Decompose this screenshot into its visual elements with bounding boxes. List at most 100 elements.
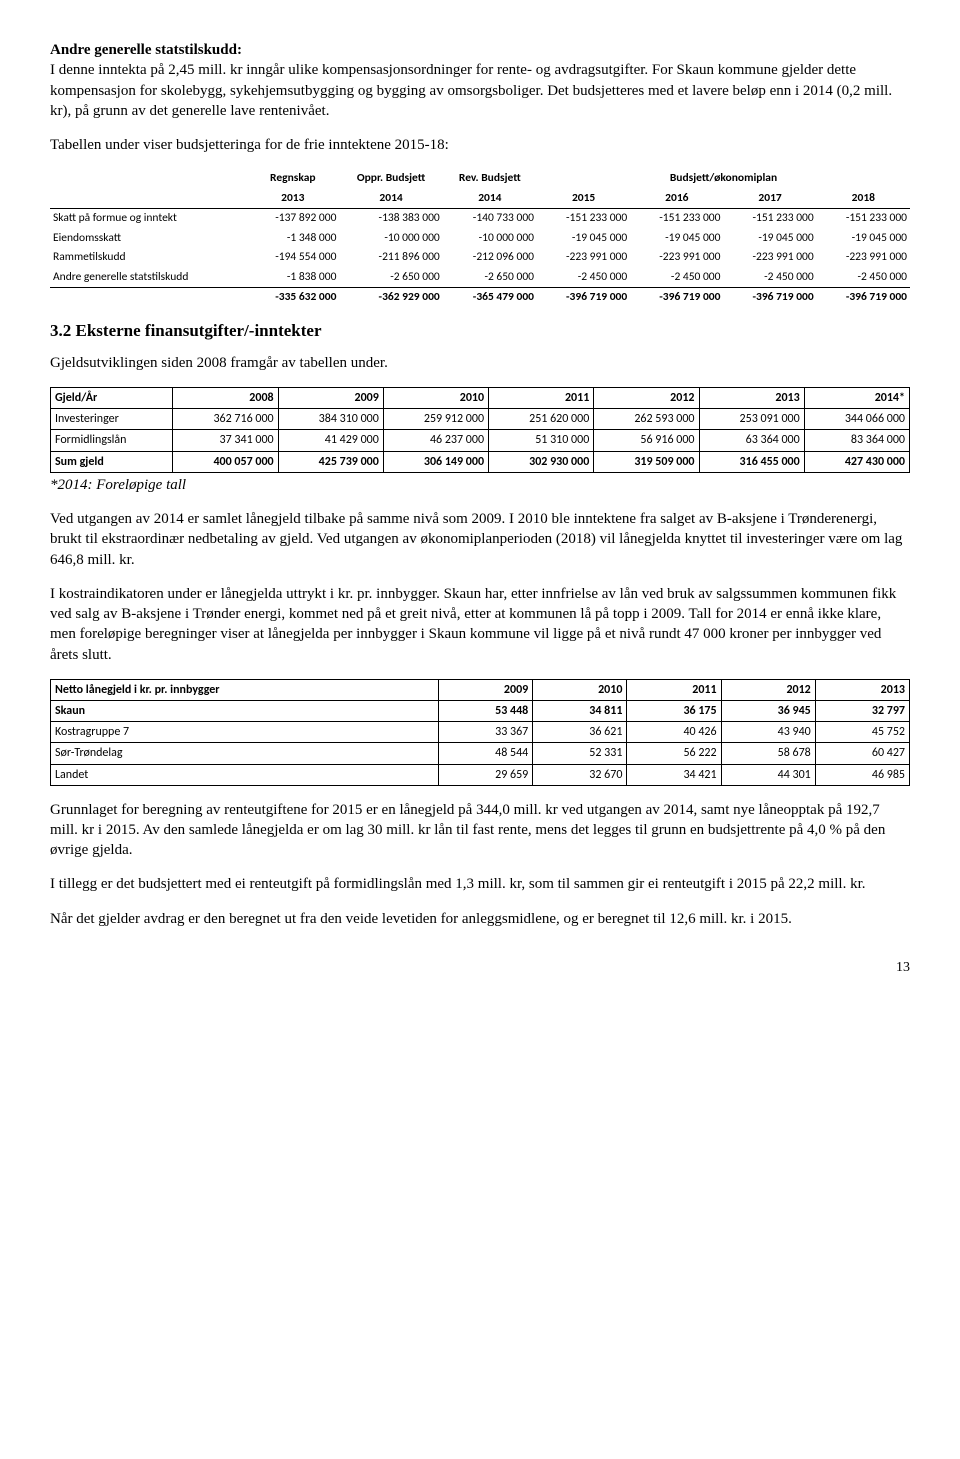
netto-cell: 44 301 <box>721 764 815 785</box>
gjeld-header: 2010 <box>383 388 488 409</box>
gjeld-cell: 83 364 000 <box>804 430 909 451</box>
para-kostra: I kostraindikatoren under er lånegjelda … <box>50 584 910 665</box>
budget-h1-c3: Rev. Budsjett <box>443 169 537 189</box>
gjeld-header: 2009 <box>278 388 383 409</box>
gjeld-cell: 63 364 000 <box>699 430 804 451</box>
netto-cell: 36 945 <box>721 700 815 721</box>
intro-title: Andre generelle statstilskudd: <box>50 42 242 58</box>
section-32-title: 3.2 Eksterne finansutgifter/-inntekter <box>50 320 910 343</box>
netto-header: 2009 <box>439 679 533 700</box>
netto-cell: 48 544 <box>439 743 533 764</box>
gjeld-cell: 37 341 000 <box>173 430 278 451</box>
budget-row-label: Andre generelle statstilskudd <box>50 268 246 288</box>
gjeld-header: 2011 <box>489 388 594 409</box>
gjeld-cell: 262 593 000 <box>594 409 699 430</box>
gjeld-cell: 41 429 000 <box>278 430 383 451</box>
budget-cell: -2 450 000 <box>723 268 816 288</box>
budget-total-cell: -396 719 000 <box>630 288 723 308</box>
netto-row-label: Landet <box>51 764 439 785</box>
gjeld-header: 2012 <box>594 388 699 409</box>
budget-h1-c1: Regnskap <box>246 169 339 189</box>
budget-cell: -223 991 000 <box>723 248 816 268</box>
budget-cell: -19 045 000 <box>537 229 630 249</box>
para-tillegg: I tillegg er det budsjettert med ei rent… <box>50 874 910 894</box>
netto-row-label: Sør-Trøndelag <box>51 743 439 764</box>
gjeld-cell: 46 237 000 <box>383 430 488 451</box>
budget-cell: -138 383 000 <box>339 209 442 229</box>
budget-cell: -194 554 000 <box>246 248 339 268</box>
gjeld-cell: 51 310 000 <box>489 430 594 451</box>
intro-body: I denne inntekta på 2,45 mill. kr inngår… <box>50 62 892 119</box>
budget-total-cell: -396 719 000 <box>723 288 816 308</box>
budget-total-cell: -396 719 000 <box>817 288 910 308</box>
table-lead: Tabellen under viser budsjetteringa for … <box>50 135 910 155</box>
budget-h2-c5: 2016 <box>630 189 723 209</box>
para-avdrag: Når det gjelder avdrag er den beregnet u… <box>50 909 910 929</box>
netto-cell: 43 940 <box>721 722 815 743</box>
budget-total-label <box>50 288 246 308</box>
netto-cell: 36 175 <box>627 700 721 721</box>
budget-row-label: Skatt på formue og inntekt <box>50 209 246 229</box>
netto-cell: 32 797 <box>815 700 909 721</box>
page-number: 13 <box>50 959 910 978</box>
netto-row-label: Skaun <box>51 700 439 721</box>
budget-cell: -137 892 000 <box>246 209 339 229</box>
gjeld-header: Gjeld/År <box>51 388 173 409</box>
budget-cell: -2 650 000 <box>443 268 537 288</box>
netto-header: 2011 <box>627 679 721 700</box>
gjeld-sum-cell: 400 057 000 <box>173 451 278 472</box>
budget-cell: -212 096 000 <box>443 248 537 268</box>
budget-cell: -140 733 000 <box>443 209 537 229</box>
netto-header: Netto lånegjeld i kr. pr. innbygger <box>51 679 439 700</box>
gjeld-header: 2014* <box>804 388 909 409</box>
netto-cell: 52 331 <box>533 743 627 764</box>
budget-cell: -2 450 000 <box>537 268 630 288</box>
budget-cell: -19 045 000 <box>723 229 816 249</box>
gjeld-cell: 56 916 000 <box>594 430 699 451</box>
netto-cell: 40 426 <box>627 722 721 743</box>
netto-row-label: Kostragruppe 7 <box>51 722 439 743</box>
gjeld-table: Gjeld/År2008200920102011201220132014* In… <box>50 387 910 473</box>
budget-h1-c2: Oppr. Budsjett <box>339 169 442 189</box>
budget-cell: -1 348 000 <box>246 229 339 249</box>
gjeld-header: 2008 <box>173 388 278 409</box>
netto-header: 2010 <box>533 679 627 700</box>
budget-cell: -151 233 000 <box>630 209 723 229</box>
budget-cell: -2 650 000 <box>339 268 442 288</box>
budget-h2-c4: 2015 <box>537 189 630 209</box>
para-grunnlag: Grunnlaget for beregning av renteutgifte… <box>50 800 910 861</box>
netto-cell: 32 670 <box>533 764 627 785</box>
budget-h2-c3: 2014 <box>443 189 537 209</box>
budget-cell: -10 000 000 <box>443 229 537 249</box>
netto-header: 2013 <box>815 679 909 700</box>
gjeld-cell: 259 912 000 <box>383 409 488 430</box>
budget-h1-c4: Budsjett/økonomiplan <box>537 169 910 189</box>
budget-cell: -2 450 000 <box>817 268 910 288</box>
budget-cell: -2 450 000 <box>630 268 723 288</box>
netto-cell: 45 752 <box>815 722 909 743</box>
section-32-lead: Gjeldsutviklingen siden 2008 framgår av … <box>50 353 910 373</box>
budget-cell: -223 991 000 <box>630 248 723 268</box>
budget-cell: -151 233 000 <box>817 209 910 229</box>
budget-h1-c0 <box>50 169 246 189</box>
gjeld-sum-cell: 302 930 000 <box>489 451 594 472</box>
netto-table: Netto lånegjeld i kr. pr. innbygger20092… <box>50 679 910 786</box>
gjeld-note: *2014: Foreløpige tall <box>50 475 910 495</box>
budget-total-cell: -335 632 000 <box>246 288 339 308</box>
netto-cell: 36 621 <box>533 722 627 743</box>
budget-h2-c7: 2018 <box>817 189 910 209</box>
netto-header: 2012 <box>721 679 815 700</box>
netto-cell: 58 678 <box>721 743 815 764</box>
netto-cell: 34 811 <box>533 700 627 721</box>
netto-cell: 60 427 <box>815 743 909 764</box>
netto-cell: 53 448 <box>439 700 533 721</box>
gjeld-cell: 384 310 000 <box>278 409 383 430</box>
netto-cell: 29 659 <box>439 764 533 785</box>
netto-cell: 46 985 <box>815 764 909 785</box>
budget-cell: -211 896 000 <box>339 248 442 268</box>
budget-h2-c2: 2014 <box>339 189 442 209</box>
gjeld-sum-cell: 427 430 000 <box>804 451 909 472</box>
netto-cell: 33 367 <box>439 722 533 743</box>
budget-cell: -10 000 000 <box>339 229 442 249</box>
budget-h2-c0 <box>50 189 246 209</box>
